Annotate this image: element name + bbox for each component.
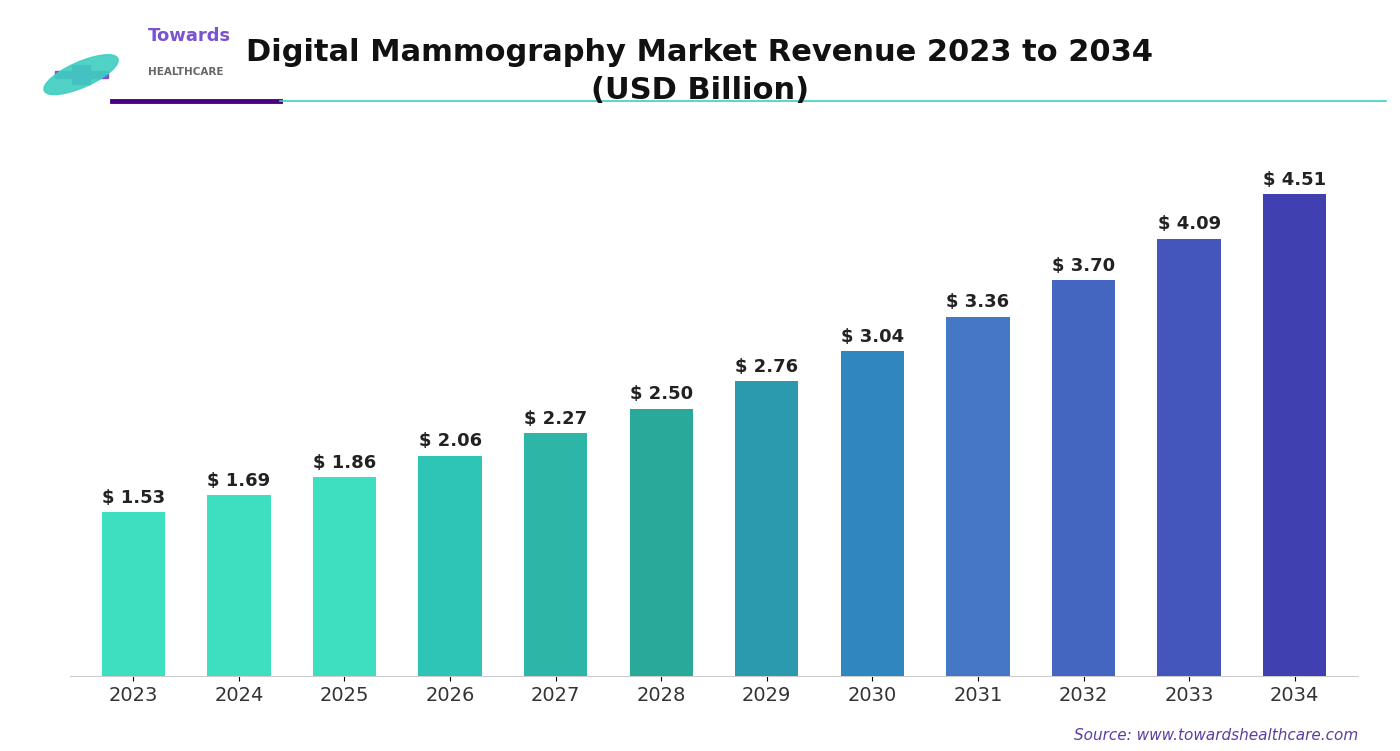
Bar: [946, 317, 1009, 676]
Text: $ 3.70: $ 3.70: [1051, 257, 1114, 275]
Text: $ 2.27: $ 2.27: [524, 410, 587, 428]
Bar: [840, 351, 904, 676]
Text: $ 2.76: $ 2.76: [735, 357, 798, 376]
Text: $ 1.86: $ 1.86: [312, 454, 377, 472]
Bar: [1263, 194, 1326, 676]
Ellipse shape: [43, 55, 118, 95]
Bar: [630, 409, 693, 676]
Text: $ 2.06: $ 2.06: [419, 433, 482, 451]
Text: HEALTHCARE: HEALTHCARE: [148, 68, 224, 77]
Bar: [312, 477, 377, 676]
Bar: [73, 65, 90, 84]
Text: $ 2.50: $ 2.50: [630, 385, 693, 403]
Bar: [1158, 239, 1221, 676]
Bar: [524, 433, 588, 676]
Bar: [419, 456, 482, 676]
Bar: [207, 496, 270, 676]
Bar: [102, 512, 165, 676]
Bar: [55, 71, 108, 78]
Text: Digital Mammography Market Revenue 2023 to 2034
(USD Billion): Digital Mammography Market Revenue 2023 …: [246, 38, 1154, 104]
Text: $ 3.04: $ 3.04: [841, 327, 904, 345]
Bar: [1051, 280, 1116, 676]
Text: $ 3.36: $ 3.36: [946, 294, 1009, 312]
Text: $ 4.09: $ 4.09: [1158, 216, 1221, 234]
Text: Source: www.towardshealthcare.com: Source: www.towardshealthcare.com: [1074, 728, 1358, 743]
Text: Towards: Towards: [148, 27, 231, 45]
Text: $ 1.53: $ 1.53: [102, 489, 165, 507]
Bar: [735, 381, 798, 676]
Text: $ 4.51: $ 4.51: [1263, 170, 1326, 189]
Text: $ 1.69: $ 1.69: [207, 472, 270, 490]
